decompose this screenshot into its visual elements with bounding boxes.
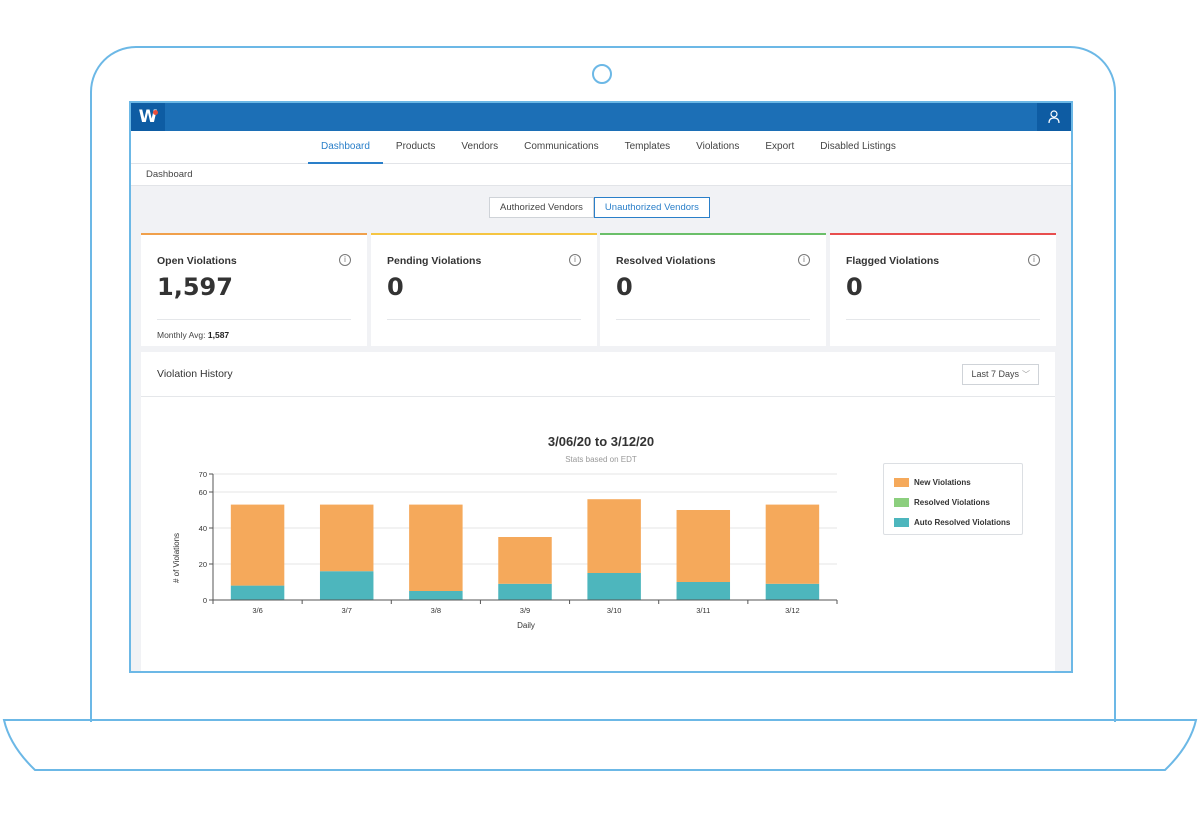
laptop-camera (592, 64, 612, 84)
app-screen: W Dashboard Products Vendors Communicati… (129, 101, 1073, 673)
violation-history-title: Violation History (157, 368, 233, 380)
x-tick-label: 3/11 (696, 606, 710, 615)
stat-label: Pending Violations (387, 255, 482, 267)
legend-swatch (894, 497, 909, 507)
y-tick-label: 40 (199, 524, 207, 533)
legend-swatch (894, 517, 909, 527)
breadcrumb-current: Dashboard (146, 169, 193, 180)
laptop-frame (90, 46, 1116, 722)
nav-dashboard[interactable]: Dashboard (308, 131, 383, 164)
violation-history-header: Violation History Last 7 Days ﹀ (141, 352, 1055, 397)
x-tick-label: 3/10 (607, 606, 622, 615)
y-tick-label: 60 (199, 488, 207, 497)
authorized-vendors-button[interactable]: Authorized Vendors (489, 197, 594, 218)
stat-card-resolved: Resolved Violations i 0 (600, 233, 826, 346)
bar-segment-new-violations[interactable] (765, 504, 820, 584)
violation-history-panel: Violation History Last 7 Days ﹀ 3/06/20 t… (141, 352, 1055, 671)
bar-segment-new-violations[interactable] (409, 504, 463, 591)
bar-segment-new-violations[interactable] (587, 499, 641, 573)
stat-card-flagged: Flagged Violations i 0 (830, 233, 1056, 346)
violation-history-chart: 3/06/20 to 3/12/20 Stats based on EDT # … (172, 434, 838, 630)
date-range-select[interactable]: Last 7 Days ﹀ (962, 364, 1039, 385)
nav-products[interactable]: Products (395, 141, 436, 152)
x-tick-label: 3/9 (520, 606, 530, 615)
y-axis-label: # of Violations (172, 533, 181, 583)
bar-segment-auto-resolved-violations[interactable] (587, 573, 641, 600)
brand-logo[interactable]: W (131, 103, 165, 131)
divider (846, 319, 1040, 320)
x-tick-label: 3/12 (785, 606, 800, 615)
legend-item-resolved[interactable]: Resolved Violations (894, 492, 1012, 512)
legend-label: New Violations (914, 477, 971, 487)
bar-segment-auto-resolved-violations[interactable] (498, 583, 552, 600)
divider (157, 319, 351, 320)
monthly-average-label: Monthly Avg: (157, 330, 206, 340)
stat-value: 0 (616, 273, 633, 301)
bar-segment-auto-resolved-violations[interactable] (676, 582, 731, 600)
vendor-toggle: Authorized Vendors Unauthorized Vendors (489, 197, 710, 218)
main-nav: Dashboard Products Vendors Communication… (131, 131, 1071, 164)
monthly-average: Monthly Avg: 1,587 (157, 330, 229, 340)
x-axis-label: Daily (517, 621, 535, 630)
bar-segment-auto-resolved-violations[interactable] (319, 571, 374, 600)
chart-subtitle: Stats based on EDT (565, 455, 637, 464)
y-tick-label: 0 (203, 596, 207, 605)
bar-segment-new-violations[interactable] (676, 510, 731, 582)
info-icon[interactable]: i (569, 254, 581, 266)
chart-legend: New Violations Resolved Violations Auto … (883, 463, 1023, 535)
nav-templates[interactable]: Templates (624, 141, 671, 152)
divider (387, 319, 581, 320)
bar-segment-new-violations[interactable] (230, 504, 285, 586)
chart-grid (213, 473, 837, 565)
info-icon[interactable]: i (1028, 254, 1040, 266)
bar-segment-auto-resolved-violations[interactable] (765, 583, 820, 600)
divider (616, 319, 810, 320)
bar-segment-new-violations[interactable] (319, 504, 374, 572)
stat-label: Resolved Violations (616, 255, 716, 267)
nav-export[interactable]: Export (765, 141, 795, 152)
stat-label: Open Violations (157, 255, 237, 267)
bar-segment-auto-resolved-violations[interactable] (230, 585, 285, 600)
x-tick-label: 3/8 (431, 606, 441, 615)
stat-card-open: Open Violations i 1,597 Monthly Avg: 1,5… (141, 233, 367, 346)
user-icon[interactable] (1037, 103, 1071, 131)
stat-value: 1,597 (157, 273, 233, 301)
legend-item-auto-resolved[interactable]: Auto Resolved Violations (894, 512, 1012, 532)
legend-label: Auto Resolved Violations (914, 517, 1011, 527)
info-icon[interactable]: i (798, 254, 810, 266)
chart-axes: 0 20 40 60 70 3/6 3/7 3/8 3/9 3/10 3/11 3/12 (199, 470, 838, 615)
nav-disabled-listings[interactable]: Disabled Listings (820, 141, 896, 152)
bar-segment-auto-resolved-violations[interactable] (409, 591, 463, 600)
nav-violations[interactable]: Violations (696, 141, 740, 152)
legend-swatch (894, 477, 909, 487)
chart-bars (230, 499, 820, 600)
breadcrumb: Dashboard (131, 164, 1071, 186)
unauthorized-vendors-button[interactable]: Unauthorized Vendors (593, 197, 710, 218)
legend-item-new[interactable]: New Violations (894, 472, 1012, 492)
laptop-base (2, 719, 1198, 771)
stat-value: 0 (387, 273, 404, 301)
y-tick-label: 70 (199, 470, 207, 479)
stat-label: Flagged Violations (846, 255, 940, 267)
x-tick-label: 3/7 (341, 606, 351, 615)
nav-communications[interactable]: Communications (524, 141, 599, 152)
top-bar: W (131, 103, 1071, 131)
legend-label: Resolved Violations (914, 497, 990, 507)
stat-value: 0 (846, 273, 863, 301)
y-tick-label: 20 (199, 560, 207, 569)
nav-vendors[interactable]: Vendors (461, 141, 499, 152)
info-icon[interactable]: i (339, 254, 351, 266)
x-tick-label: 3/6 (252, 606, 262, 615)
date-range-value: Last 7 Days (971, 369, 1019, 379)
monthly-average-value: 1,587 (207, 330, 230, 340)
chevron-down-icon: ﹀ (1022, 370, 1030, 379)
stat-card-pending: Pending Violations i 0 (371, 233, 597, 346)
chart-title: 3/06/20 to 3/12/20 (548, 434, 654, 449)
bar-segment-new-violations[interactable] (498, 537, 552, 584)
